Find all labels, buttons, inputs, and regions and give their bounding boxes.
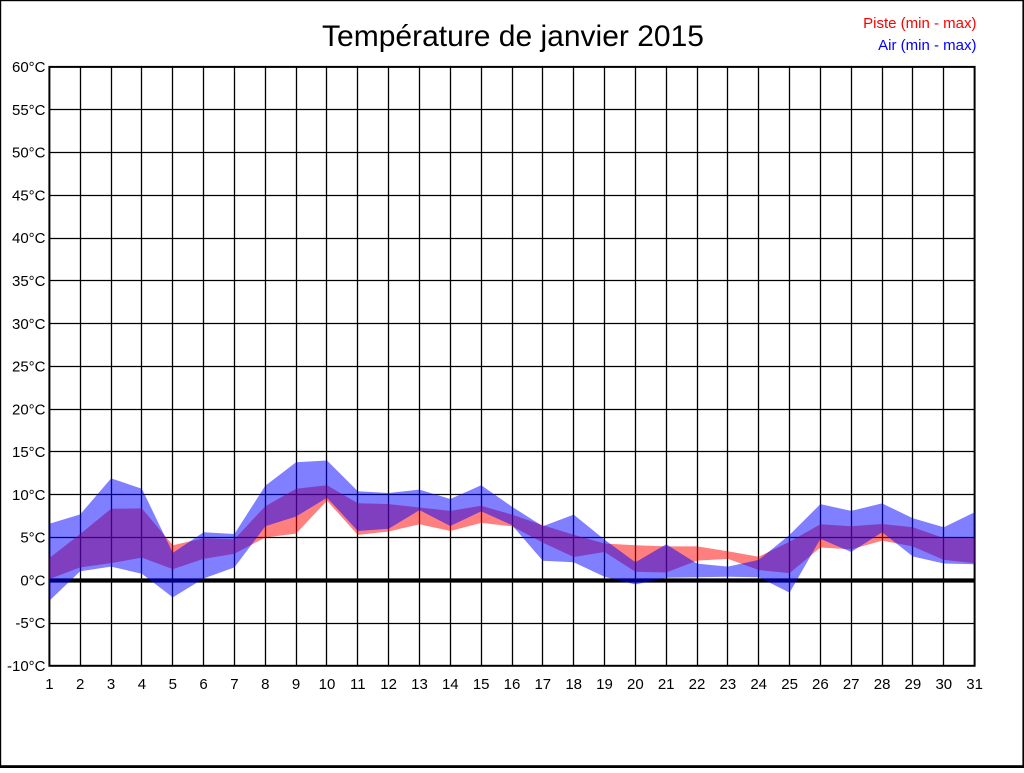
svg-text:0°C: 0°C xyxy=(20,572,45,589)
svg-text:10: 10 xyxy=(319,676,336,693)
svg-text:23: 23 xyxy=(720,676,737,693)
svg-text:30°C: 30°C xyxy=(12,316,46,333)
svg-text:4: 4 xyxy=(138,676,146,693)
svg-text:24: 24 xyxy=(750,676,767,693)
svg-text:29: 29 xyxy=(905,676,922,693)
svg-text:11: 11 xyxy=(350,676,366,693)
svg-text:20: 20 xyxy=(627,676,644,693)
svg-text:18: 18 xyxy=(565,676,582,693)
svg-text:Air (min - max): Air (min - max) xyxy=(878,37,976,54)
svg-text:10°C: 10°C xyxy=(12,487,46,504)
svg-text:5°C: 5°C xyxy=(20,530,45,547)
svg-text:40°C: 40°C xyxy=(12,230,46,247)
svg-text:13: 13 xyxy=(411,676,428,693)
svg-text:-10°C: -10°C xyxy=(7,658,46,675)
svg-text:3: 3 xyxy=(107,676,115,693)
svg-text:27: 27 xyxy=(843,676,860,693)
svg-text:Température de janvier 2015: Température de janvier 2015 xyxy=(322,20,704,53)
svg-text:15°C: 15°C xyxy=(12,444,46,461)
svg-text:28: 28 xyxy=(874,676,891,693)
svg-text:16: 16 xyxy=(504,676,521,693)
svg-text:45°C: 45°C xyxy=(12,187,46,204)
svg-text:9: 9 xyxy=(292,676,300,693)
svg-text:Piste (min - max): Piste (min - max) xyxy=(863,15,976,32)
svg-text:6: 6 xyxy=(199,676,207,693)
svg-text:35°C: 35°C xyxy=(12,273,46,290)
svg-text:12: 12 xyxy=(380,676,397,693)
svg-text:26: 26 xyxy=(812,676,829,693)
svg-text:14: 14 xyxy=(442,676,459,693)
svg-text:1: 1 xyxy=(45,676,53,693)
svg-text:50°C: 50°C xyxy=(12,145,46,162)
svg-text:25°C: 25°C xyxy=(12,359,46,376)
svg-text:15: 15 xyxy=(473,676,490,693)
svg-text:17: 17 xyxy=(534,676,551,693)
svg-text:7: 7 xyxy=(230,676,238,693)
svg-text:5: 5 xyxy=(169,676,177,693)
svg-text:55°C: 55°C xyxy=(12,102,46,119)
svg-text:25: 25 xyxy=(781,676,798,693)
svg-text:22: 22 xyxy=(689,676,706,693)
svg-text:31: 31 xyxy=(966,676,983,693)
svg-text:30: 30 xyxy=(935,676,952,693)
svg-text:-5°C: -5°C xyxy=(15,615,45,632)
svg-text:8: 8 xyxy=(261,676,269,693)
svg-text:21: 21 xyxy=(658,676,675,693)
svg-text:20°C: 20°C xyxy=(12,401,46,418)
svg-text:2: 2 xyxy=(76,676,84,693)
svg-text:19: 19 xyxy=(596,676,613,693)
svg-text:60°C: 60°C xyxy=(12,59,46,76)
